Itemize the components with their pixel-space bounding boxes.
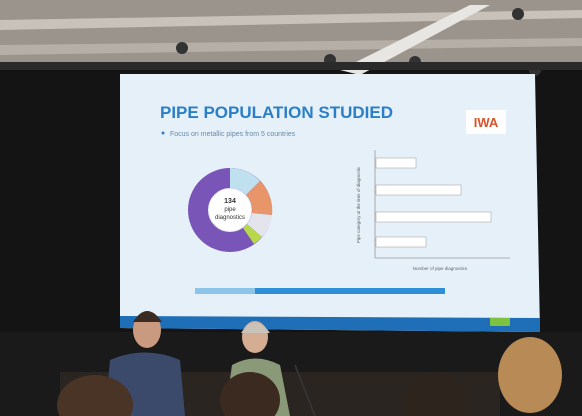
ceiling-edge [0, 62, 582, 70]
slide-title: PIPE POPULATION STUDIED [160, 103, 393, 122]
bar [376, 237, 426, 247]
donut-center-label: diagnostics [215, 215, 245, 221]
logo: IWA [474, 115, 499, 130]
photo: PIPE POPULATION STUDIED Focus on metalli… [0, 0, 582, 416]
footer-logo [490, 318, 510, 326]
donut-center-label: 134 [224, 198, 236, 205]
progress-bar-part [195, 288, 255, 294]
page: PIPE POPULATION STUDIED Focus on metalli… [0, 0, 582, 416]
bar [376, 158, 416, 168]
bullet-dot [162, 132, 165, 135]
bar [376, 185, 461, 195]
x-axis-label: Number of pipe diagnostics [413, 266, 468, 271]
y-axis-label: Pipe category at the time of diagnostic [356, 166, 361, 243]
bar [376, 212, 491, 222]
donut-center-label: pipe [224, 207, 236, 213]
slide-bullet: Focus on metallic pipes from 5 countries [170, 131, 296, 138]
